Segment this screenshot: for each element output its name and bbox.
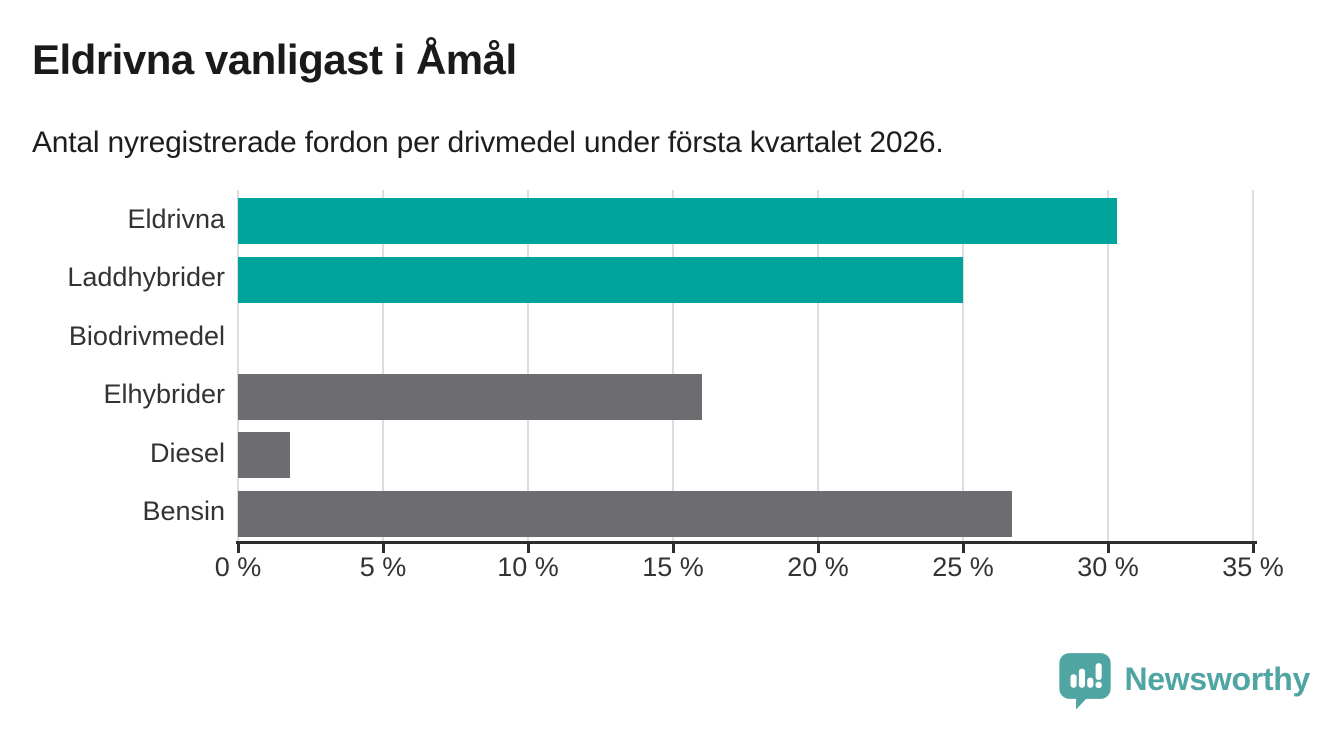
category-label: Laddhybrider [67,262,225,293]
gridline [1252,190,1254,541]
x-tick-label: 15 % [642,552,704,582]
bar [238,432,291,479]
gridline [672,190,674,541]
x-tick [236,541,240,553]
gridline [237,190,239,541]
x-tick-label: 0 % [214,552,262,582]
x-tick [816,541,820,553]
plot-area [237,190,1254,541]
gridline [527,190,529,541]
category-label: Eldrivna [127,203,225,234]
x-tick-label: 35 % [1222,552,1284,582]
x-tick-label: 10 % [497,552,559,582]
gridline [817,190,819,541]
gridline [382,190,384,541]
x-tick-label: 25 % [932,552,994,582]
category-label: Elhybrider [103,379,225,410]
newsworthy-logo: Newsworthy [1058,652,1311,715]
chart-title: Eldrivna vanligast i Åmål [32,36,517,83]
newsworthy-speech-bubble-bar-chart-icon [1058,652,1112,715]
x-tick [961,541,965,553]
x-tick-label: 20 % [787,552,849,582]
category-label: Bensin [142,496,225,527]
bar [238,198,1117,245]
bar [238,256,963,303]
x-tick-label: 5 % [359,552,407,582]
x-tick [1106,541,1110,553]
category-label: Diesel [149,437,225,468]
newsworthy-logo-text: Newsworthy [1124,661,1311,697]
x-tick-label: 30 % [1077,552,1139,582]
x-tick [1251,541,1255,553]
gridline [1107,190,1109,541]
x-tick [526,541,530,553]
category-label: Biodrivmedel [68,320,225,351]
bar [238,490,1013,537]
x-axis-line [236,541,1257,544]
x-tick [381,541,385,553]
chart-subtitle: Antal nyregistrerade fordon per drivmede… [32,126,944,159]
bar [238,373,702,420]
gridline [962,190,964,541]
x-tick [671,541,675,553]
